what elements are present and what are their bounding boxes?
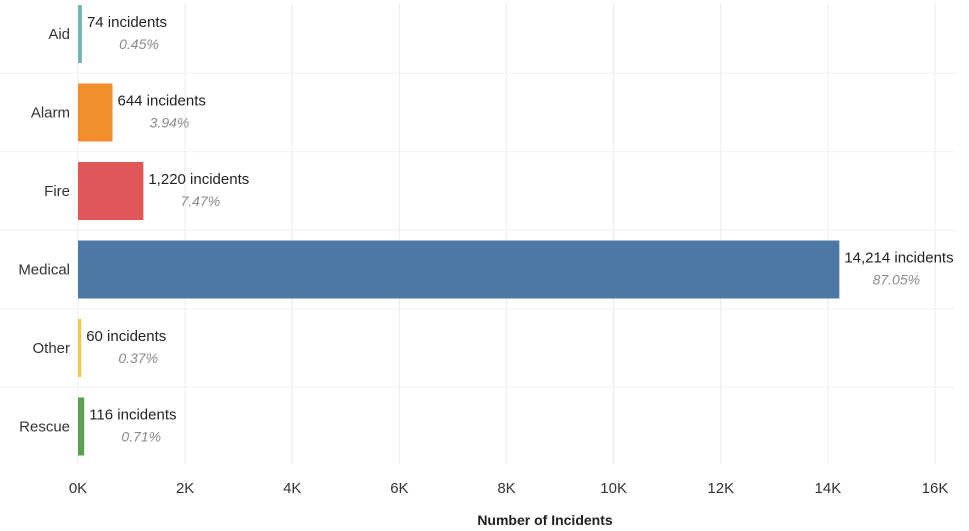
category-label-rescue: Rescue bbox=[19, 419, 70, 436]
bar-rescue bbox=[78, 397, 85, 456]
value-label-aid: 74 incidents bbox=[87, 14, 167, 31]
x-tick-label-8: 16K bbox=[922, 480, 949, 497]
bar-other bbox=[78, 319, 82, 377]
percent-label-fire: 7.47% bbox=[180, 193, 220, 209]
bar-medical bbox=[78, 240, 840, 299]
percent-label-alarm: 3.94% bbox=[150, 115, 190, 131]
bar-aid bbox=[78, 5, 82, 63]
x-axis-title: Number of Incidents bbox=[477, 512, 613, 528]
percent-label-other: 0.37% bbox=[118, 350, 158, 366]
bar-fire bbox=[78, 162, 144, 220]
category-label-fire: Fire bbox=[44, 183, 70, 200]
value-label-rescue: 116 incidents bbox=[89, 407, 176, 424]
percent-label-aid: 0.45% bbox=[119, 36, 159, 52]
grid-layer bbox=[0, 2, 955, 464]
bar-alarm bbox=[78, 83, 113, 142]
category-label-aid: Aid bbox=[48, 26, 70, 43]
percent-label-rescue: 0.71% bbox=[121, 429, 161, 445]
value-label-medical: 14,214 incidents bbox=[844, 250, 953, 267]
bar-layer bbox=[78, 5, 840, 456]
x-axis: 0K 2K 4K 6K 8K 10K 12K 14K 16K bbox=[69, 480, 949, 497]
percent-label-medical: 87.05% bbox=[873, 272, 920, 288]
x-tick-label-0: 0K bbox=[69, 480, 87, 497]
category-label-medical: Medical bbox=[18, 262, 70, 279]
value-label-fire: 1,220 incidents bbox=[148, 171, 249, 188]
label-layer: Aid 74 incidents 0.45% Alarm 644 incidents 3.… bbox=[18, 14, 953, 445]
value-label-alarm: 644 incidents bbox=[117, 93, 205, 110]
value-label-other: 60 incidents bbox=[86, 328, 166, 345]
x-tick-label-7: 14K bbox=[815, 480, 842, 497]
x-tick-label-2: 4K bbox=[283, 480, 301, 497]
x-tick-label-6: 12K bbox=[707, 480, 734, 497]
x-tick-label-1: 2K bbox=[176, 480, 194, 497]
x-tick-label-3: 6K bbox=[390, 480, 408, 497]
x-tick-label-5: 10K bbox=[600, 480, 627, 497]
category-label-other: Other bbox=[32, 340, 70, 357]
x-tick-label-4: 8K bbox=[497, 480, 515, 497]
category-label-alarm: Alarm bbox=[31, 105, 70, 122]
